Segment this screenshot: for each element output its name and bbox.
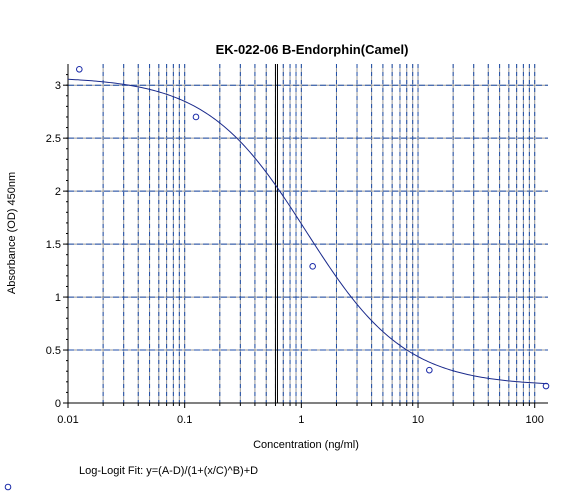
fit-equation: Log-Logit Fit: y=(A-D)/(1+(x/C)^B)+D — [79, 465, 258, 477]
x-tick-label: 0.01 — [57, 414, 78, 426]
data-point — [76, 65, 83, 73]
y-axis-label: Absorbance (OD) 450nm — [6, 172, 18, 294]
data-point — [542, 382, 550, 390]
x-tick-label: 1 — [298, 414, 304, 426]
tick-labels: 0.01 0.1 1 10 100 0 0.5 1 1.5 2 2.5 3 — [46, 80, 544, 426]
y-tick-label: 0 — [55, 398, 61, 410]
y-tick-label: 2.5 — [46, 133, 61, 145]
y-tick-label: 3 — [55, 80, 61, 92]
data-points — [76, 65, 550, 390]
vertical-marker — [274, 64, 278, 403]
y-tick-label: 2 — [55, 186, 61, 198]
y-tick-label: 0.5 — [46, 345, 61, 357]
y-tick-label: 1.5 — [46, 239, 61, 251]
data-point — [309, 263, 316, 270]
x-tick-label: 0.1 — [177, 414, 192, 426]
x-tick-label: 100 — [526, 414, 544, 426]
chart-title: EK-022-06 B-Endorphin(Camel) — [216, 42, 409, 57]
plot-axes — [63, 64, 548, 408]
y-tick-label: 1 — [55, 292, 61, 304]
grid-lines — [67, 64, 548, 403]
legend-marker-icon — [4, 483, 12, 491]
fit-curve — [67, 78, 549, 385]
x-axis-label: Concentration (ng/ml) — [253, 439, 359, 451]
data-point — [192, 113, 200, 121]
x-tick-label: 10 — [412, 414, 424, 426]
fit-curve-path — [67, 78, 549, 385]
data-point — [426, 366, 433, 374]
